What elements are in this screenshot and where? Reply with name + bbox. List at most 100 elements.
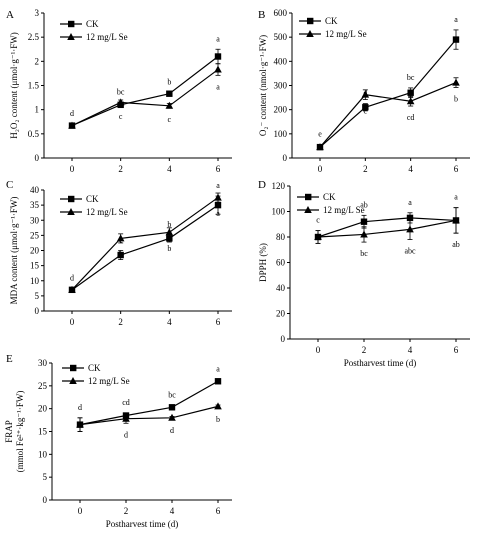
- x-tick-label: 6: [454, 164, 459, 174]
- x-tick-label: 0: [70, 164, 75, 174]
- y-tick-label: 15: [38, 427, 48, 437]
- significance-label: c: [119, 112, 123, 121]
- chart-panel-a: A 0 0.5 1 1.5 2 2.5 3 0 2 4 6 H₂O₂ content (μmol·g⁻¹…: [6, 8, 232, 174]
- legend-marker-triangle: [304, 206, 312, 213]
- legend-label: 12 mg/L Se: [88, 376, 130, 386]
- y-tick-label: 120: [272, 181, 286, 191]
- x-tick-label: 6: [216, 164, 221, 174]
- x-tick-label: 4: [167, 317, 172, 327]
- significance-label: b: [454, 94, 458, 103]
- y-tick-label: 30: [30, 215, 40, 225]
- y-tick-label: 0: [35, 306, 40, 316]
- y-tick-label: 5: [35, 291, 40, 301]
- significance-label: a: [408, 198, 412, 207]
- data-point-ck: [168, 404, 176, 411]
- legend-marker-triangle: [67, 208, 75, 215]
- significance-label: a: [216, 82, 220, 91]
- data-point-se: [165, 228, 174, 236]
- y-tick-label: 20: [30, 246, 40, 256]
- legend-label: CK: [86, 19, 99, 29]
- significance-label: a: [454, 193, 458, 202]
- significance-label: bc: [117, 87, 125, 96]
- x-tick-label: 2: [124, 506, 129, 516]
- data-point-se: [168, 413, 176, 421]
- data-point-ck: [362, 104, 369, 111]
- data-point-ck: [407, 89, 414, 96]
- data-point-se: [360, 230, 368, 238]
- data-point-se: [214, 65, 222, 73]
- x-tick-label: 4: [170, 506, 175, 516]
- y-tick-label: 40: [30, 185, 40, 195]
- significance-label: bc: [407, 73, 415, 82]
- legend-label: 12 mg/L Se: [325, 29, 367, 39]
- series-line-ck: [79, 380, 219, 426]
- data-point-se: [406, 97, 415, 105]
- significance-label: bc: [360, 249, 368, 258]
- series-line-se: [317, 219, 457, 238]
- y-tick-label: 20: [38, 404, 48, 414]
- legend-label: 12 mg/L Se: [86, 32, 128, 42]
- y-tick-label: 100: [272, 207, 286, 217]
- y-tick-label: 0: [35, 153, 40, 163]
- panel-letter: D: [258, 179, 266, 191]
- series-line-ck: [317, 217, 457, 238]
- y-axis-label: O₂⁻ content (nmol·g⁻¹·FW): [258, 35, 268, 136]
- data-point-ck: [214, 53, 222, 60]
- chart-panel-d: D 0 20 40 60 80 100 120 0 2 4 6 Postharvest time (d)…: [258, 179, 470, 368]
- y-axis-label: H₂O₂ content (μmol·g⁻¹·FW): [9, 32, 19, 139]
- data-point-ck: [214, 201, 222, 209]
- significance-label: b: [216, 415, 220, 424]
- data-point-se: [68, 285, 76, 293]
- series-line-ck: [319, 39, 457, 148]
- y-tick-label: 200: [274, 105, 288, 115]
- legend: CK 12 mg/L Se: [60, 194, 128, 217]
- significance-label: b: [167, 220, 171, 229]
- legend: CK 12 mg/L Se: [297, 192, 365, 215]
- y-tick-label: 100: [274, 129, 288, 139]
- data-point-se: [361, 90, 370, 98]
- legend: CK 12 mg/L Se: [299, 16, 367, 39]
- y-tick-label: 3: [35, 8, 40, 18]
- data-point-se: [122, 414, 130, 422]
- significance-label: abc: [404, 247, 416, 256]
- x-tick-label: 2: [118, 164, 123, 174]
- y-tick-label: 5: [43, 472, 48, 482]
- panel-letter: A: [6, 9, 14, 21]
- x-axis-label: Postharvest time (d): [106, 519, 179, 529]
- y-tick-label: 20: [276, 309, 286, 319]
- x-tick-label: 0: [316, 345, 321, 355]
- legend-marker-square: [70, 364, 77, 372]
- y-tick-label: 2.5: [28, 32, 40, 42]
- y-axis-label: FRAP: [4, 420, 14, 443]
- chart-panel-b: B 0 100 200 300 400 500 600 0 2 4 6 O₂⁻ content (nmo…: [258, 8, 470, 174]
- y-tick-label: 40: [276, 283, 286, 293]
- legend-marker-triangle: [306, 30, 314, 37]
- x-tick-label: 4: [167, 164, 172, 174]
- y-tick-label: 10: [30, 276, 40, 286]
- x-tick-label: 4: [408, 345, 413, 355]
- y-tick-label: 35: [30, 200, 40, 210]
- significance-label: a: [216, 181, 220, 190]
- series-line-se: [71, 69, 219, 127]
- significance-label: a: [216, 209, 220, 218]
- y-tick-label: 300: [274, 81, 288, 91]
- y-tick-label: 80: [276, 232, 286, 242]
- data-point-se: [165, 101, 174, 109]
- significance-label: d: [70, 273, 74, 282]
- y-tick-label: 2: [35, 56, 40, 66]
- data-point-ck: [117, 251, 124, 259]
- y-tick-label: 0: [43, 495, 48, 505]
- data-point-ck: [166, 235, 173, 242]
- panel-letter: E: [6, 353, 13, 365]
- y-tick-label: 0: [281, 334, 286, 344]
- x-tick-label: 2: [363, 164, 368, 174]
- y-tick-label: 0.5: [28, 129, 40, 139]
- data-point-se: [116, 98, 125, 106]
- significance-label: b: [119, 250, 123, 259]
- y-tick-label: 60: [276, 258, 286, 268]
- series-line-se: [71, 197, 219, 291]
- legend: CK 12 mg/L Se: [60, 19, 128, 42]
- x-tick-label: 4: [408, 164, 413, 174]
- y-axis-label: DPPH (%): [258, 243, 268, 282]
- panel-letter: C: [6, 179, 13, 191]
